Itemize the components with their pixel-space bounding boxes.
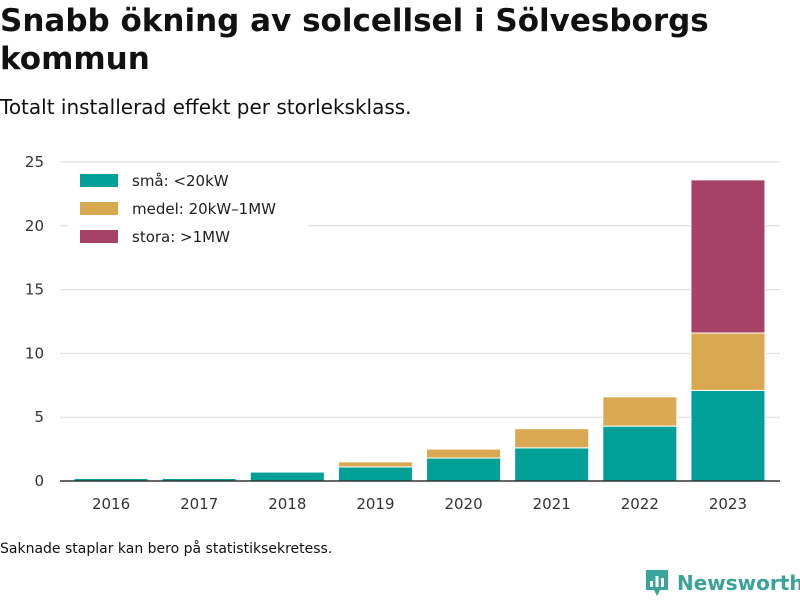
- legend-swatch: [80, 174, 118, 187]
- bar-segment: [690, 332, 766, 391]
- chart-title: Snabb ökning av solcellsel i Sölvesborgs…: [0, 3, 709, 77]
- legend-label: små: <20kW: [132, 172, 229, 190]
- y-tick-label: 20: [25, 217, 44, 235]
- legend: små: <20kW medel: 20kW–1MW stora: >1MW: [68, 164, 308, 250]
- x-tick-label: 2019: [356, 495, 394, 513]
- bar-segment: [337, 466, 413, 482]
- bars: [73, 179, 766, 482]
- y-tick-label: 15: [25, 281, 44, 299]
- bar-segment: [337, 461, 413, 468]
- bar-segment: [426, 448, 502, 459]
- legend-label: medel: 20kW–1MW: [132, 200, 276, 218]
- chart-subtitle: Totalt installerad effekt per storlekskl…: [0, 95, 412, 119]
- bar-segment: [514, 428, 590, 449]
- x-tick-label: 2021: [533, 495, 571, 513]
- x-tick-label: 2016: [92, 495, 130, 513]
- legend-swatch: [80, 202, 118, 215]
- x-tick-label: 2018: [268, 495, 306, 513]
- bar-segment: [602, 396, 678, 427]
- x-tick-label: 2020: [444, 495, 482, 513]
- newsworthy-logo-icon: [646, 570, 668, 596]
- legend-label: stora: >1MW: [132, 228, 230, 246]
- stacked-bar-chart: 0 5 10 15 20 25 2016 2017 2018 2019 2020 2021 2022 20…: [25, 153, 780, 513]
- bar-segment: [514, 447, 590, 482]
- bar-segment: [690, 179, 766, 334]
- x-tick-label: 2022: [621, 495, 659, 513]
- brand-name: Newsworthy: [677, 571, 800, 595]
- x-tick-label: 2017: [180, 495, 218, 513]
- footnote: Saknade staplar kan bero på statistiksek…: [0, 541, 333, 557]
- axes: 0 5 10 15 20 25 2016 2017 2018 2019 2020 2021 2022 20…: [25, 153, 780, 513]
- y-tick-label: 0: [34, 472, 44, 490]
- bar-segment: [602, 425, 678, 482]
- bar-segment: [249, 471, 325, 482]
- y-tick-label: 5: [34, 408, 44, 426]
- bar-segment: [690, 389, 766, 482]
- y-tick-label: 10: [25, 344, 44, 362]
- x-tick-label: 2023: [709, 495, 747, 513]
- brand-logo: Newsworthy: [644, 568, 800, 598]
- y-tick-label: 25: [25, 153, 44, 171]
- legend-swatch: [80, 230, 118, 243]
- bar-segment: [426, 457, 502, 482]
